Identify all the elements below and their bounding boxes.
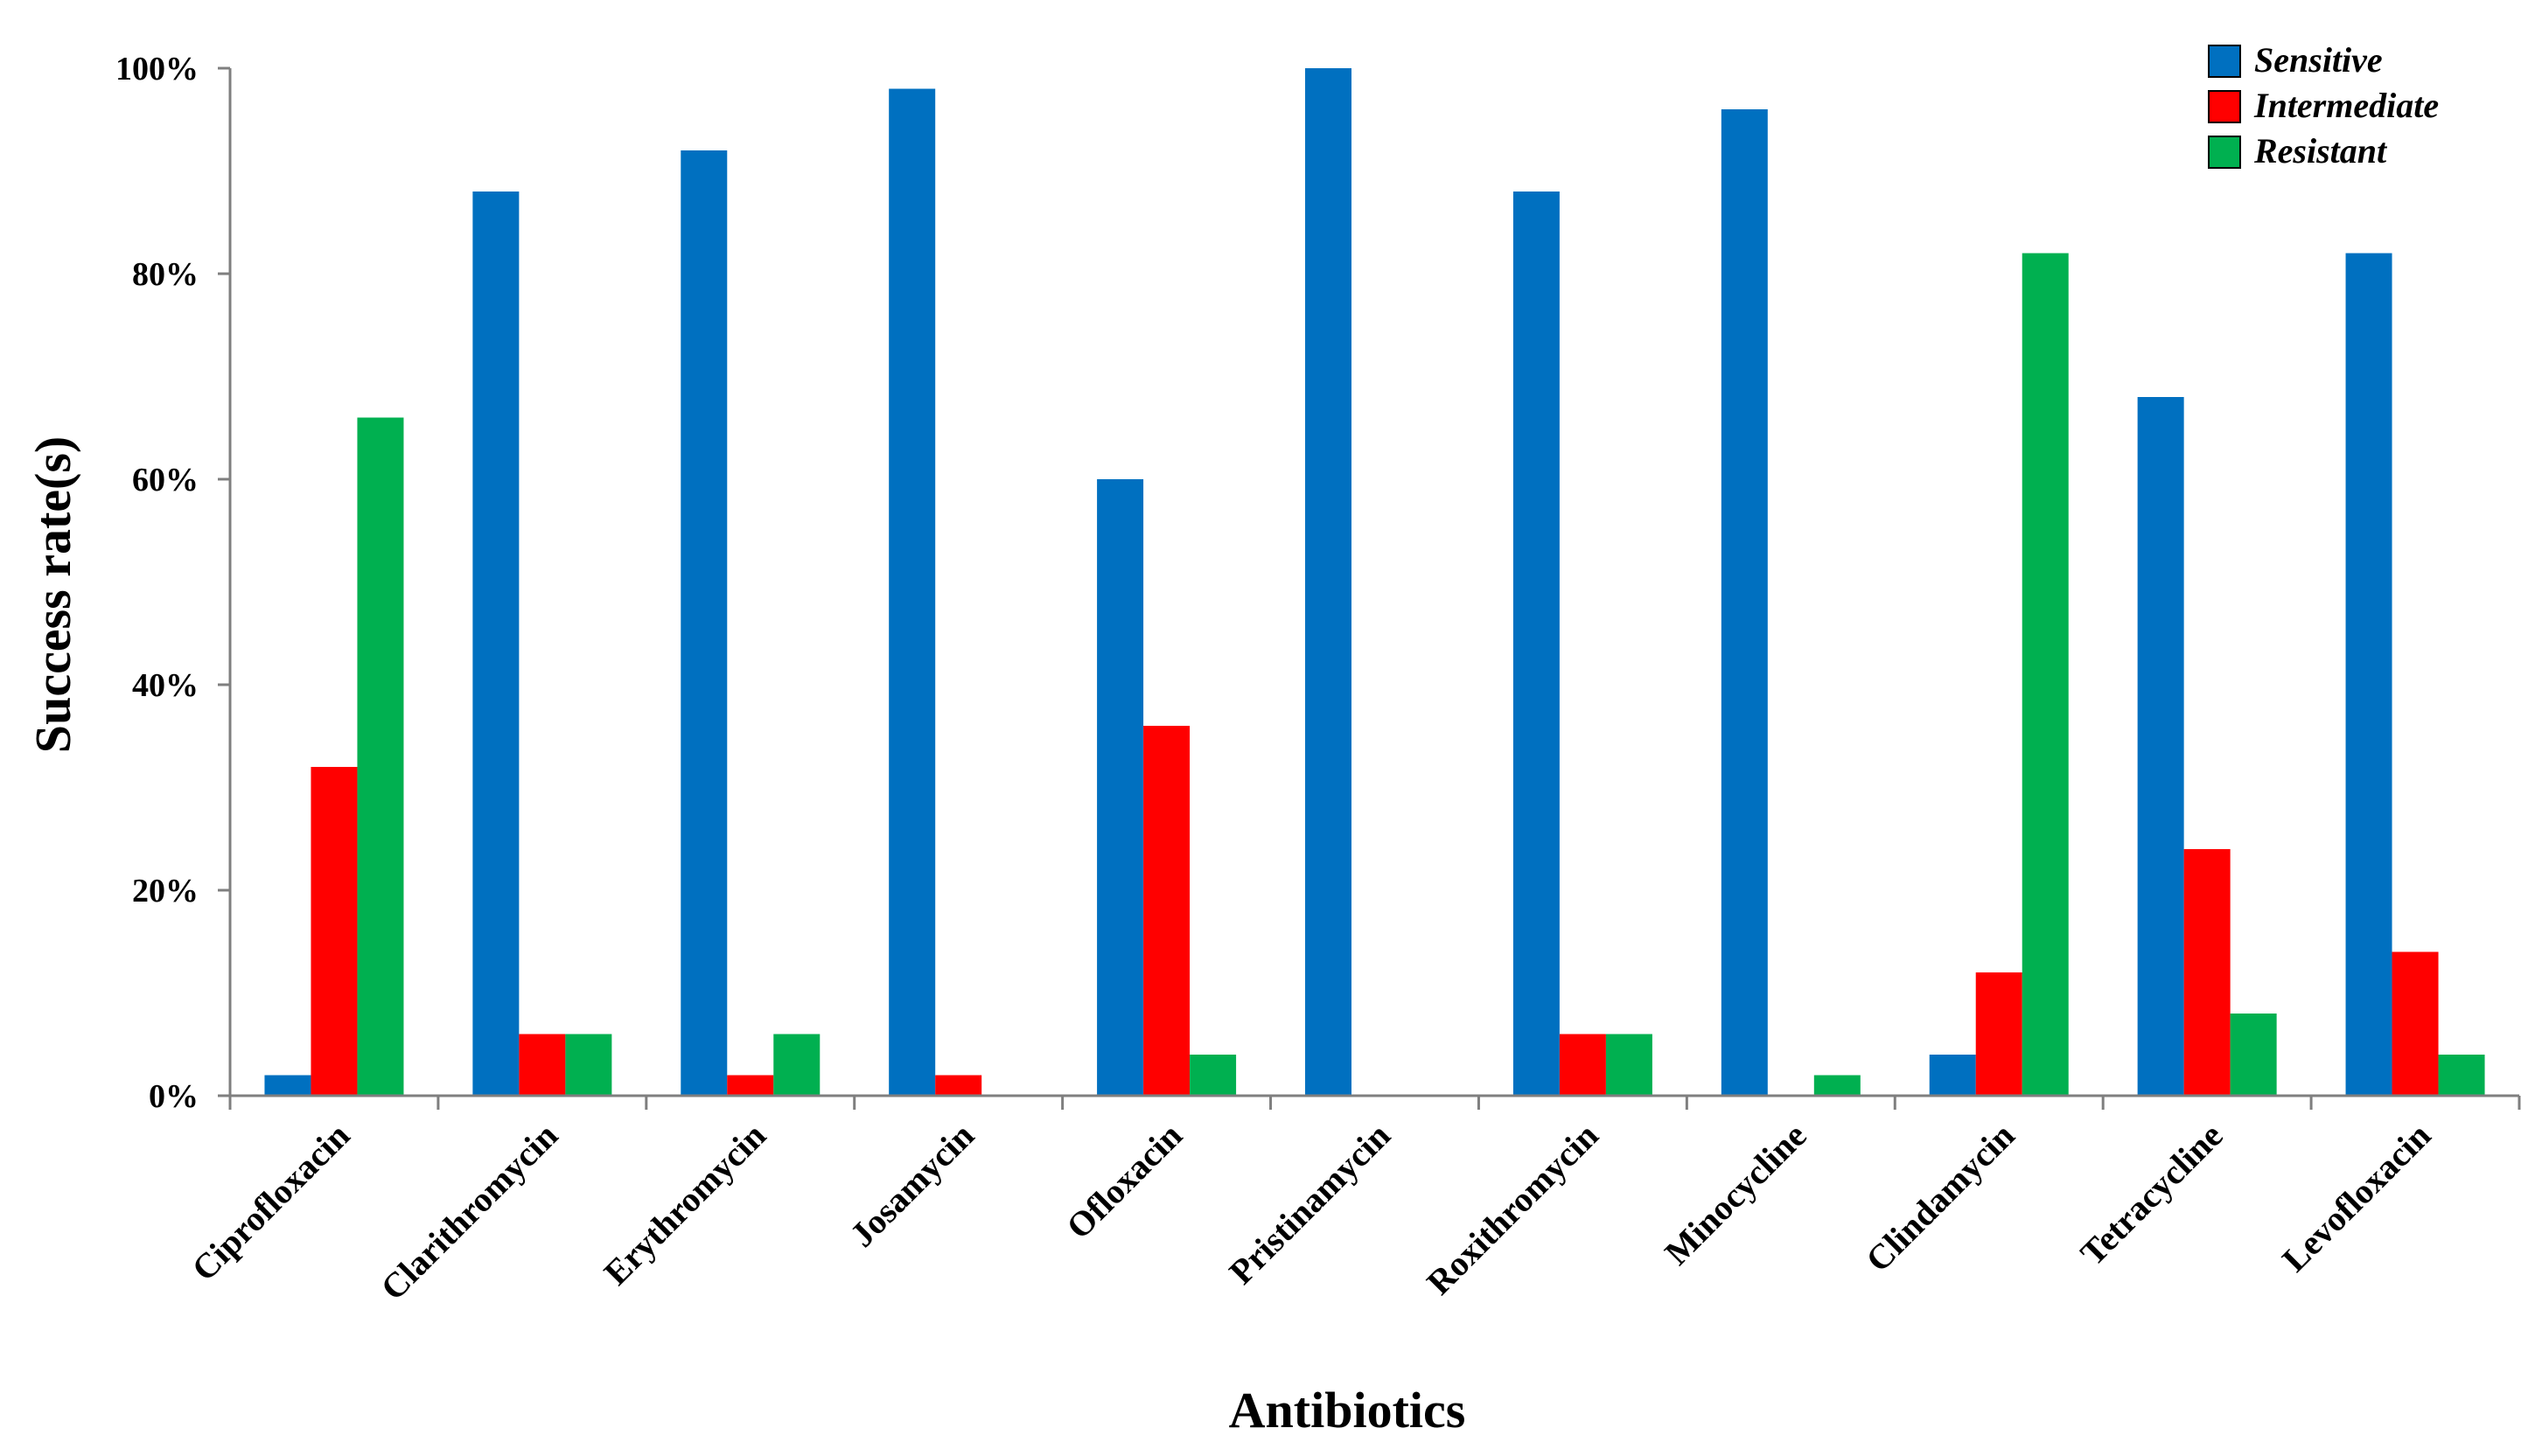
bar-sensitive-erythromycin <box>681 150 728 1096</box>
bar-sensitive-ofloxacin <box>1097 479 1144 1096</box>
x-axis-title: Antibiotics <box>1229 1382 1466 1439</box>
bar-resistant-levofloxacin <box>2438 1055 2485 1096</box>
legend: Sensitive Intermediate Resistant <box>2208 40 2439 171</box>
y-axis-title: Success rate(s) <box>24 436 81 753</box>
y-tick-label: 20% <box>132 873 199 909</box>
bar-intermediate-ciprofloxacin <box>311 767 358 1096</box>
bar-resistant-clindamycin <box>2022 253 2069 1096</box>
bar-intermediate-erythromycin <box>727 1075 774 1096</box>
bar-resistant-clarithromycin <box>565 1034 612 1096</box>
legend-swatch-intermediate <box>2208 90 2241 123</box>
bar-sensitive-tetracycline <box>2137 397 2184 1096</box>
y-tick-label: 80% <box>132 256 199 293</box>
legend-swatch-sensitive <box>2208 45 2241 78</box>
legend-label-sensitive: Sensitive <box>2254 40 2383 80</box>
bar-sensitive-levofloxacin <box>2345 253 2392 1096</box>
bar-intermediate-clindamycin <box>1975 972 2022 1096</box>
bar-resistant-erythromycin <box>773 1034 821 1096</box>
y-tick-label: 100% <box>115 51 199 87</box>
bar-sensitive-ciprofloxacin <box>264 1075 311 1096</box>
y-tick-label: 60% <box>132 462 199 498</box>
bar-sensitive-roxithromycin <box>1512 192 1560 1096</box>
bars-layer <box>264 68 2485 1096</box>
bar-sensitive-clarithromycin <box>472 192 520 1096</box>
bar-intermediate-tetracycline <box>2183 849 2231 1096</box>
bar-intermediate-roxithromycin <box>1559 1034 1606 1096</box>
bar-intermediate-levofloxacin <box>2392 951 2439 1096</box>
bar-resistant-minocycline <box>1813 1075 1861 1096</box>
bar-sensitive-minocycline <box>1721 109 1768 1096</box>
bar-intermediate-ofloxacin <box>1143 726 1191 1096</box>
legend-label-intermediate: Intermediate <box>2253 86 2439 125</box>
bar-sensitive-josamycin <box>889 88 936 1096</box>
bar-resistant-ciprofloxacin <box>357 417 404 1096</box>
bar-resistant-tetracycline <box>2230 1014 2277 1096</box>
y-tick-label: 40% <box>132 667 199 704</box>
y-tick-label: 0% <box>149 1078 199 1115</box>
legend-label-resistant: Resistant <box>2253 131 2388 171</box>
bar-sensitive-clindamycin <box>1929 1055 1976 1096</box>
bar-intermediate-clarithromycin <box>519 1034 566 1096</box>
bar-intermediate-josamycin <box>935 1075 982 1096</box>
y-axis-ticks: 0% 20% 40% 60% 80% 100% <box>115 51 230 1115</box>
bar-sensitive-pristinamycin <box>1305 68 1351 1096</box>
bar-resistant-roxithromycin <box>1605 1034 1652 1096</box>
bar-resistant-ofloxacin <box>1190 1055 1237 1096</box>
legend-swatch-resistant <box>2208 136 2241 169</box>
